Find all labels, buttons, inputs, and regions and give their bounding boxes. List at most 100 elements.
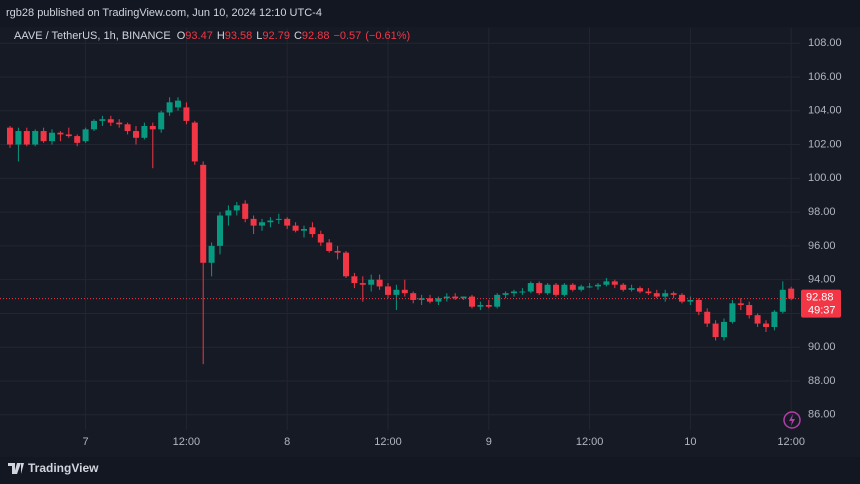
y-tick-label: 94.00 xyxy=(808,274,836,286)
candle-body xyxy=(494,294,501,307)
candle-body xyxy=(628,288,635,290)
brand-logo[interactable]: TradingView xyxy=(8,461,99,475)
candle-body xyxy=(553,284,559,295)
candle-body xyxy=(124,124,131,132)
candle-body xyxy=(40,131,47,142)
candle-body xyxy=(393,289,400,295)
candle-body xyxy=(637,288,643,292)
candle-body xyxy=(225,210,232,216)
candle-body xyxy=(687,299,694,302)
candle-body xyxy=(695,299,702,312)
candle-body xyxy=(191,122,198,162)
candle-body xyxy=(116,122,123,125)
candle-body xyxy=(326,242,333,251)
candle-body xyxy=(57,132,64,135)
x-tick-label: 8 xyxy=(284,436,290,448)
candle-body xyxy=(242,203,249,219)
candle-body xyxy=(536,283,543,294)
candle-body xyxy=(527,283,534,292)
y-tick-label: 88.00 xyxy=(808,375,836,387)
candle-body xyxy=(217,215,223,246)
candle-body xyxy=(771,311,778,327)
candle-body xyxy=(788,288,795,299)
candle-body xyxy=(586,286,593,288)
candle-body xyxy=(351,276,358,284)
candle-body xyxy=(385,286,391,295)
candle-body xyxy=(729,303,736,322)
candle-body xyxy=(721,321,727,338)
candle-body xyxy=(704,311,711,324)
x-tick-label: 12:00 xyxy=(374,436,402,448)
candle-body xyxy=(65,134,72,137)
candle-body xyxy=(401,289,408,294)
candle-body xyxy=(519,291,526,293)
candle-body xyxy=(141,125,148,138)
candle-body xyxy=(99,119,106,121)
brand: TradingView xyxy=(28,461,99,475)
candle-body xyxy=(292,225,299,231)
candle-body xyxy=(779,289,786,312)
x-tick-label: 12:00 xyxy=(777,436,805,448)
candle-body xyxy=(32,131,39,145)
ohlc-value: 92.79 xyxy=(262,30,290,42)
candle-body xyxy=(653,293,660,297)
candle-body xyxy=(452,296,459,299)
candle-body xyxy=(418,298,425,300)
ohlc-value: 93.47 xyxy=(185,30,213,42)
legend: AAVE / TetherUS, 1h, BINANCE O 93.47 H 93.5… xyxy=(14,30,410,42)
candle-body xyxy=(569,284,576,290)
candle-body xyxy=(376,279,383,287)
ohlc-value: 93.58 xyxy=(225,30,253,42)
candle-body xyxy=(477,305,484,307)
y-tick-label: 106.00 xyxy=(808,71,842,83)
y-tick-label: 104.00 xyxy=(808,105,842,117)
candle-body xyxy=(359,283,366,285)
change: −0.57 xyxy=(333,30,361,42)
candle-body xyxy=(435,298,442,302)
candle-body xyxy=(502,293,509,295)
candle-body xyxy=(74,136,81,143)
candle-body xyxy=(82,129,89,142)
icon[interactable] xyxy=(783,411,801,429)
candle-body xyxy=(250,218,257,226)
candle-body xyxy=(595,284,601,287)
candle-body xyxy=(233,205,240,211)
candle-body xyxy=(7,127,13,145)
candle-body xyxy=(662,293,669,297)
candle-body xyxy=(620,284,627,290)
x-tick-label: 10 xyxy=(684,436,696,448)
x-tick-label: 12:00 xyxy=(576,436,604,448)
candle-body xyxy=(175,100,181,108)
change-pct: (−0.61%) xyxy=(365,30,410,42)
y-tick-label: 98.00 xyxy=(808,206,836,218)
candle-body xyxy=(107,119,114,123)
candle-body xyxy=(267,220,274,223)
candle-body xyxy=(544,284,551,294)
last-price-box xyxy=(801,289,841,318)
candle-body xyxy=(183,107,190,121)
ohlc-key: H xyxy=(217,30,225,42)
candle-body xyxy=(49,132,55,142)
y-tick-label: 100.00 xyxy=(808,172,842,184)
candle-body xyxy=(259,222,265,226)
candle-body xyxy=(133,131,139,138)
candle-body xyxy=(343,252,349,277)
ohlc-key: O xyxy=(177,30,186,42)
candle-body xyxy=(317,234,324,243)
y-tick-label: 86.00 xyxy=(808,409,836,421)
candle-body xyxy=(754,315,761,324)
y-tick-label: 108.00 xyxy=(808,37,842,49)
candle-body xyxy=(368,279,375,285)
candle-body xyxy=(410,293,417,300)
y-tick-label: 90.00 xyxy=(808,341,836,353)
candle-body xyxy=(611,281,618,285)
candle-body xyxy=(200,164,207,263)
candle-body xyxy=(166,102,173,113)
candle-body xyxy=(334,250,341,253)
symbol-title: AAVE / TetherUS, 1h, BINANCE xyxy=(14,30,171,42)
candle-body xyxy=(712,323,719,338)
ohlc-value: 92.88 xyxy=(302,30,330,42)
candle-body xyxy=(746,305,753,316)
